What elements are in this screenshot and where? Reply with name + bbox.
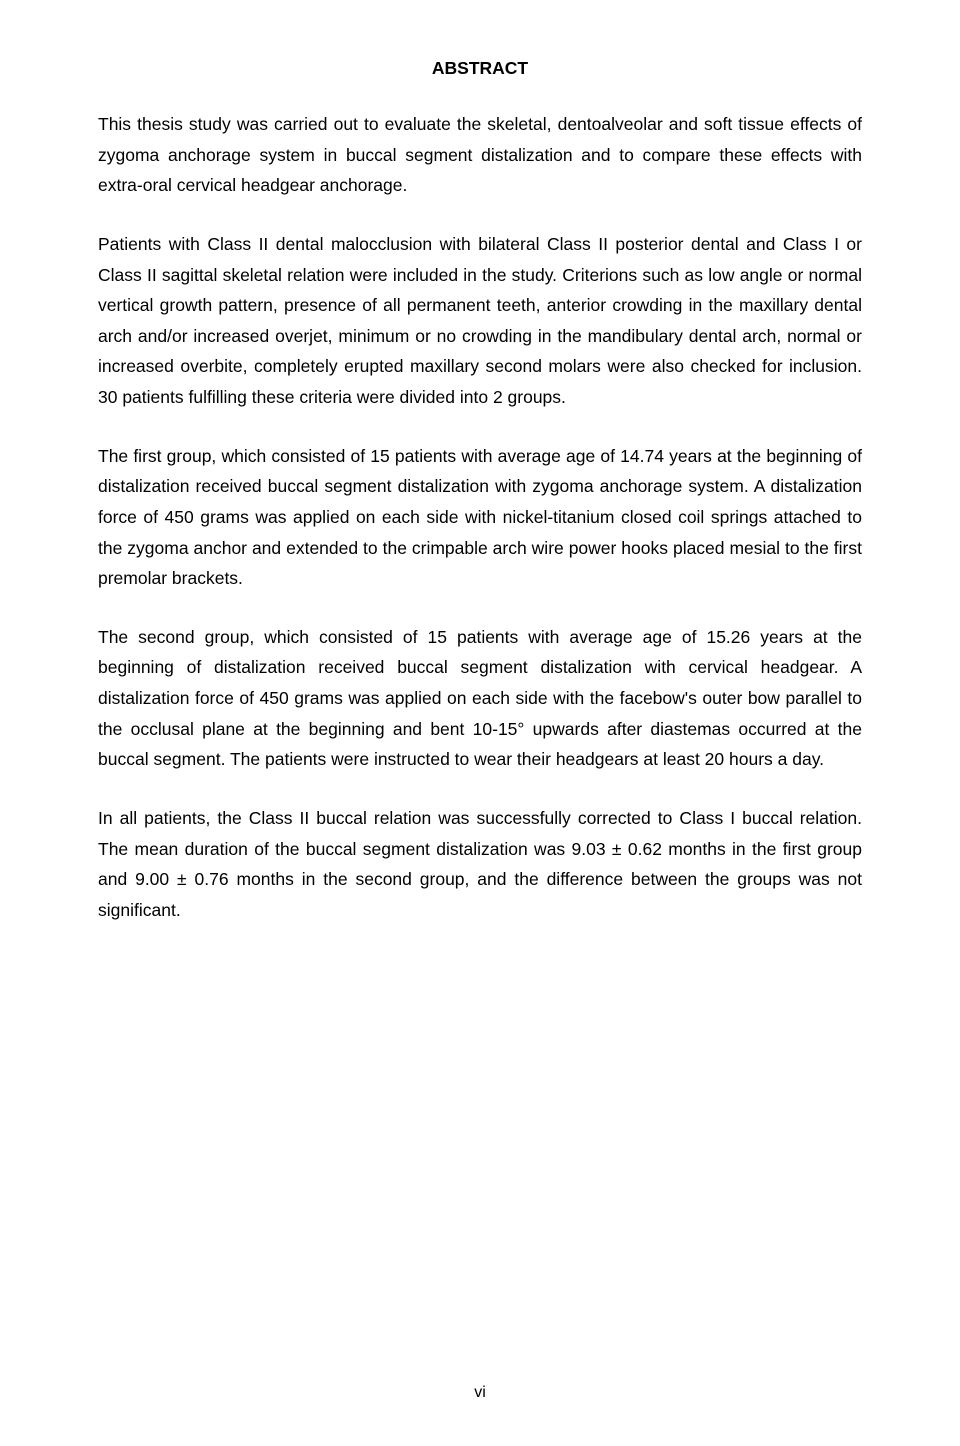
paragraph-4: The second group, which consisted of 15 … <box>98 622 862 775</box>
abstract-title: ABSTRACT <box>98 58 862 79</box>
paragraph-3: The first group, which consisted of 15 p… <box>98 441 862 594</box>
document-page: ABSTRACT This thesis study was carried o… <box>0 0 960 1446</box>
page-number: vi <box>0 1384 960 1402</box>
paragraph-2: Patients with Class II dental malocclusi… <box>98 229 862 413</box>
paragraph-1: This thesis study was carried out to eva… <box>98 109 862 201</box>
paragraph-5: In all patients, the Class II buccal rel… <box>98 803 862 926</box>
